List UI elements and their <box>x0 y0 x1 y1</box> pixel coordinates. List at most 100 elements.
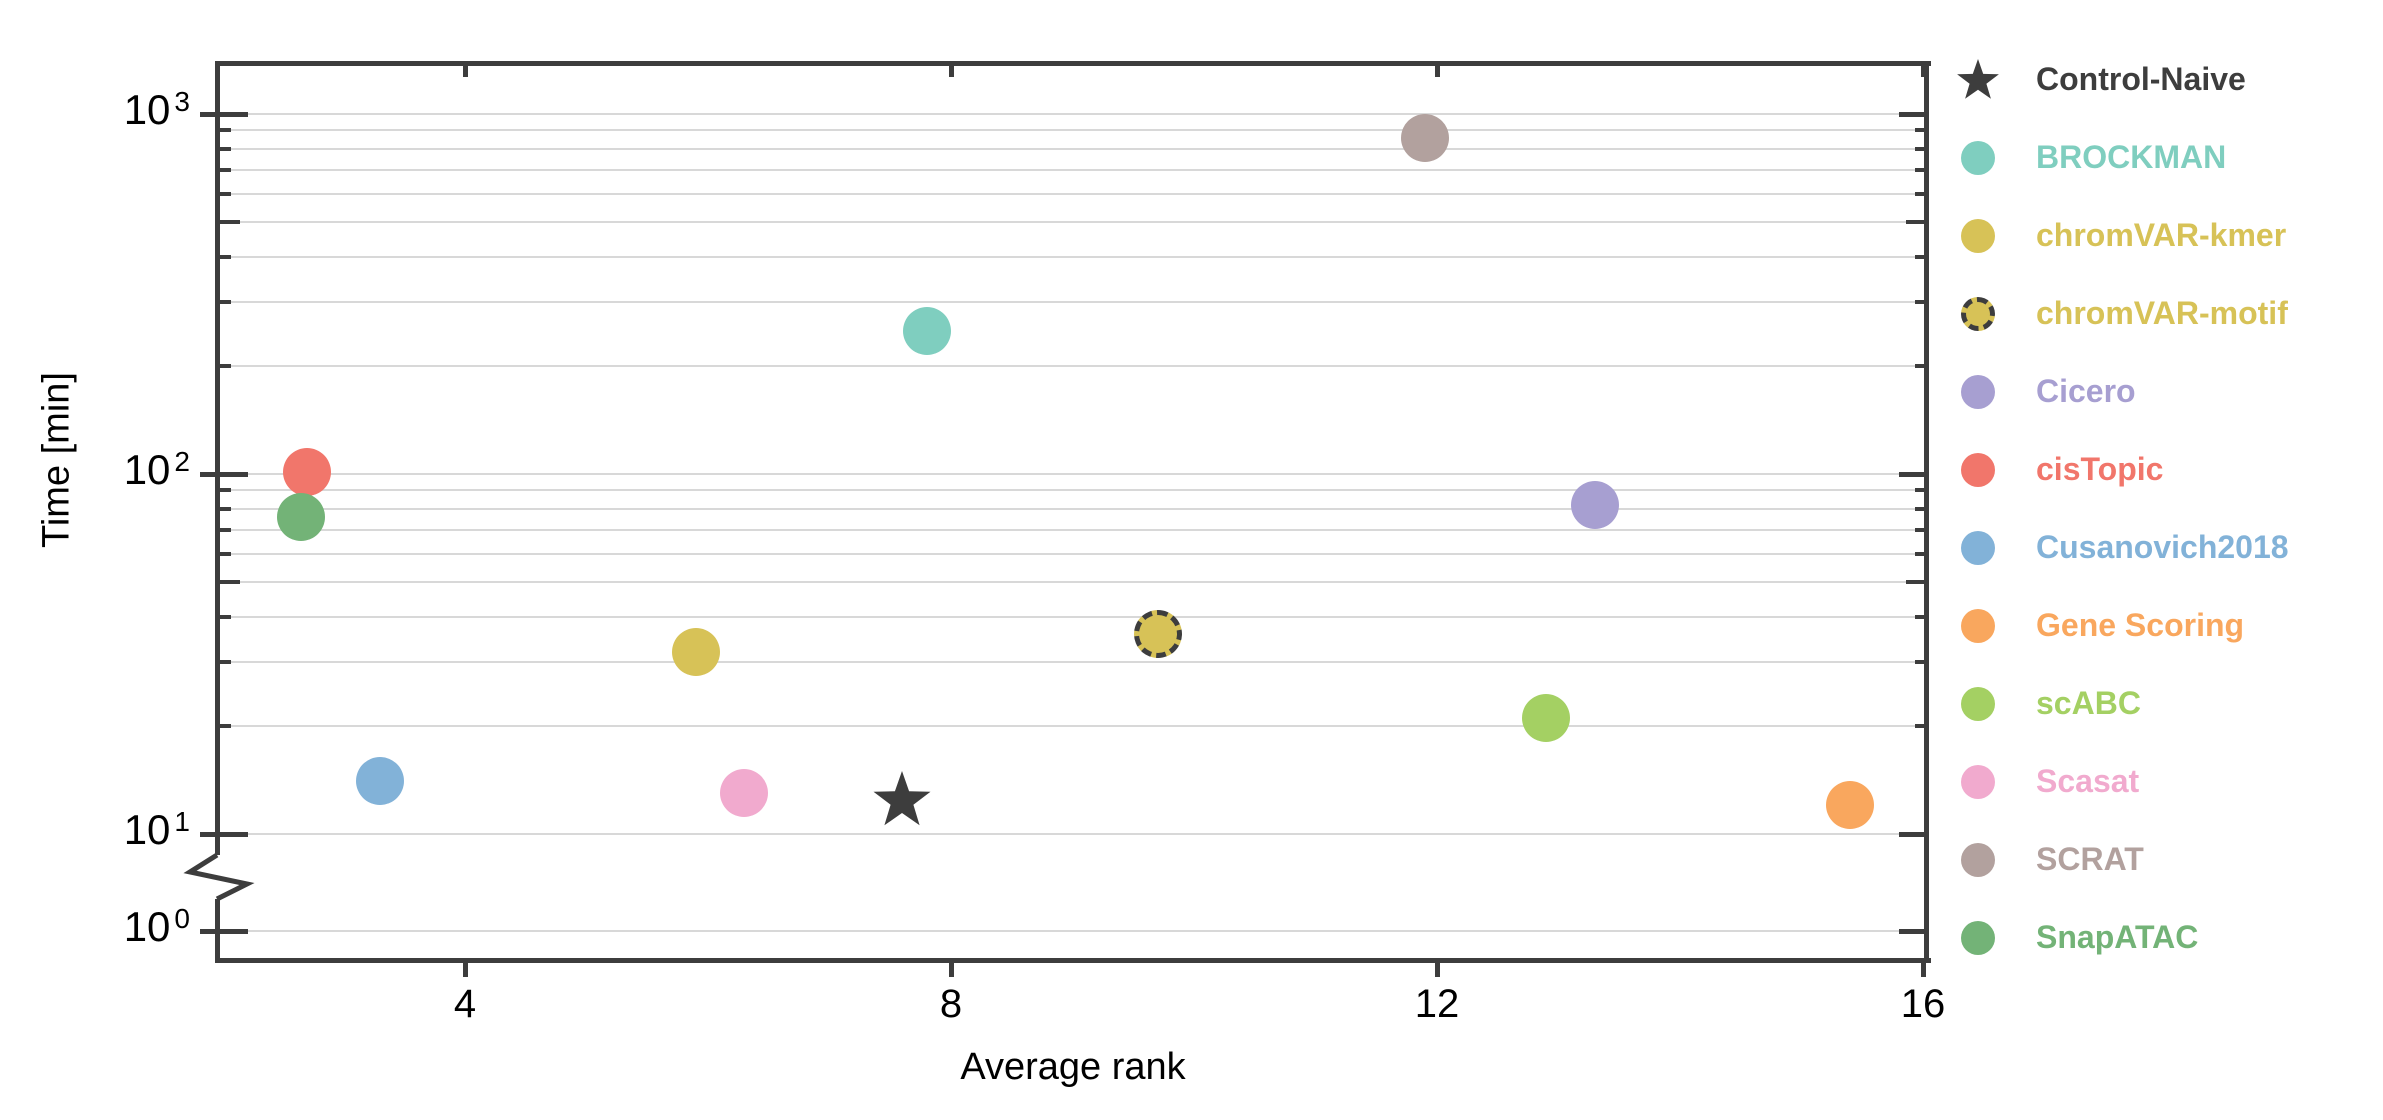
gridline-700 <box>218 168 1928 171</box>
y-minor-tick-right-80 <box>1915 506 1928 511</box>
y-minor-tick-left-80 <box>218 506 231 511</box>
y-half-tick-right-500 <box>1906 220 1928 225</box>
y-major-tick-left-10 <box>200 831 248 837</box>
gridline-80 <box>218 507 1928 510</box>
y-half-tick-left-500 <box>218 220 240 225</box>
point-cistopic <box>283 448 332 497</box>
gridline-1 <box>218 930 1928 932</box>
point-scasat <box>720 768 769 817</box>
gridline-30 <box>218 661 1928 664</box>
x-tick-label-8: 8 <box>939 982 963 1026</box>
y-tick-label-10e3: 10 3 <box>123 86 190 133</box>
y-tick-exponent: 1 <box>174 806 190 837</box>
gridline-90 <box>218 489 1928 492</box>
x-tick-bottom-4 <box>462 960 468 977</box>
point-brockman <box>902 306 951 355</box>
point-cusanovich2018 <box>355 757 404 806</box>
y-minor-tick-right-20 <box>1915 723 1928 728</box>
y-minor-tick-left-300 <box>218 300 231 305</box>
y-minor-tick-left-60 <box>218 551 231 556</box>
point-cicero <box>1570 481 1619 530</box>
y-minor-tick-left-700 <box>218 167 231 172</box>
right-spine <box>1924 61 1929 963</box>
x-axis-title: Average rank <box>960 1046 1186 1088</box>
y-minor-tick-left-90 <box>218 488 231 493</box>
point-chromvar-motif <box>1133 609 1182 658</box>
gridline-600 <box>218 192 1928 195</box>
y-tick-label-10e2: 10 2 <box>123 446 190 493</box>
top-spine <box>215 61 1931 66</box>
gridline-400 <box>218 256 1928 259</box>
x-tick-label-12: 12 <box>1414 982 1460 1026</box>
y-minor-tick-right-600 <box>1915 191 1928 196</box>
x-tick-top-4 <box>462 63 468 77</box>
y-major-tick-right-10 <box>1899 831 1928 837</box>
x-tick-top-12 <box>1434 63 1440 77</box>
gridline-100 <box>218 473 1928 475</box>
point-snapatac <box>276 492 325 541</box>
left-spine-upper <box>215 61 220 855</box>
y-minor-tick-right-300 <box>1915 300 1928 305</box>
y-minor-tick-right-200 <box>1915 363 1928 368</box>
y-major-tick-right-1000 <box>1899 111 1928 117</box>
y-minor-tick-right-700 <box>1915 167 1928 172</box>
point-scrat <box>1400 113 1449 162</box>
x-tick-label-4: 4 <box>453 982 477 1026</box>
x-tick-label-16: 16 <box>1900 982 1946 1026</box>
point-gene-scoring <box>1826 781 1875 830</box>
y-tick-exponent: 2 <box>174 446 190 477</box>
point-control-naive <box>873 771 931 826</box>
y-tick-exponent: 0 <box>174 903 190 934</box>
gridline-200 <box>218 364 1928 367</box>
gridline-60 <box>218 552 1928 555</box>
y-tick-label-10e0: 10 0 <box>123 903 190 950</box>
y-half-tick-right-50 <box>1906 580 1928 585</box>
y-tick-label-10e1: 10 1 <box>123 806 190 853</box>
point-chromvar-kmer <box>671 628 720 677</box>
gridline-800 <box>218 147 1928 150</box>
gridline-40 <box>218 616 1928 619</box>
y-major-tick-right-1 <box>1899 928 1928 934</box>
y-minor-tick-right-800 <box>1915 146 1928 151</box>
x-tick-top-8 <box>948 63 954 77</box>
y-minor-tick-left-200 <box>218 363 231 368</box>
y-minor-tick-left-30 <box>218 660 231 665</box>
x-tick-bottom-8 <box>948 960 954 977</box>
y-minor-tick-left-600 <box>218 191 231 196</box>
y-minor-tick-left-400 <box>218 255 231 260</box>
gridline-20 <box>218 724 1928 727</box>
x-tick-bottom-12 <box>1434 960 1440 977</box>
y-minor-tick-right-900 <box>1915 128 1928 133</box>
gridline-50 <box>218 581 1928 584</box>
bottom-spine <box>215 958 1931 963</box>
y-minor-tick-left-40 <box>218 615 231 620</box>
y-minor-tick-right-400 <box>1915 255 1928 260</box>
y-minor-tick-right-40 <box>1915 615 1928 620</box>
x-tick-top-16 <box>1920 63 1926 77</box>
y-axis-title: Time [min] <box>35 372 78 548</box>
gridline-500 <box>218 221 1928 224</box>
point-scabc <box>1522 694 1571 742</box>
y-half-tick-left-50 <box>218 580 240 585</box>
y-minor-tick-right-70 <box>1915 527 1928 532</box>
gridline-1000 <box>218 113 1928 115</box>
y-minor-tick-left-900 <box>218 128 231 133</box>
y-minor-tick-right-60 <box>1915 551 1928 556</box>
gridline-300 <box>218 301 1928 304</box>
gridline-70 <box>218 528 1928 531</box>
y-major-tick-left-1000 <box>200 111 248 117</box>
y-axis-break-icon <box>183 852 255 902</box>
y-minor-tick-left-800 <box>218 146 231 151</box>
y-minor-tick-left-70 <box>218 527 231 532</box>
y-major-tick-right-100 <box>1899 471 1928 477</box>
y-major-tick-left-100 <box>200 471 248 477</box>
y-major-tick-left-1 <box>200 928 248 934</box>
y-minor-tick-right-30 <box>1915 660 1928 665</box>
y-minor-tick-left-20 <box>218 723 231 728</box>
y-minor-tick-right-90 <box>1915 488 1928 493</box>
gridline-10 <box>218 833 1928 835</box>
x-tick-bottom-16 <box>1920 960 1926 977</box>
gridline-900 <box>218 129 1928 132</box>
